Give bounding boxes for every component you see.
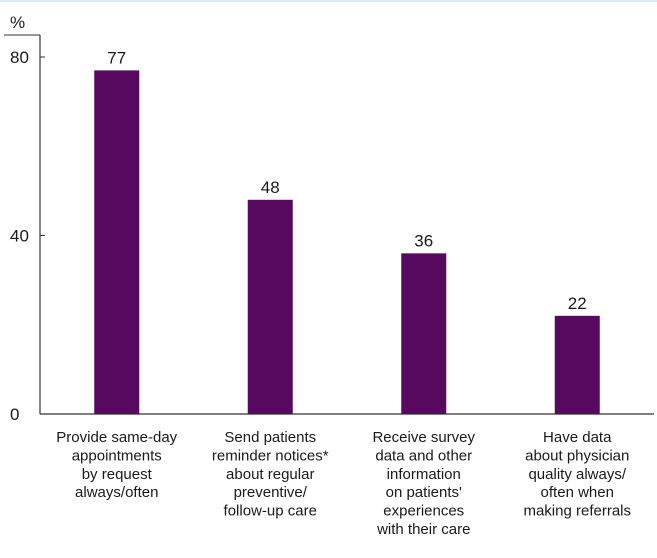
category-label-line: by request bbox=[82, 466, 153, 483]
category-label: Provide same-day appointments by request al… bbox=[56, 429, 177, 501]
category-labels: Provide same-day appointments by request al… bbox=[56, 429, 631, 538]
category-label: Receive survey data and other information o… bbox=[372, 429, 475, 538]
data-label: 36 bbox=[414, 231, 433, 250]
bar bbox=[554, 315, 600, 414]
category-label-line: data and other bbox=[375, 447, 472, 464]
category-label-line: Receive survey bbox=[372, 429, 475, 446]
category-label-line: always/often bbox=[75, 484, 158, 501]
category-label-line: experiences bbox=[383, 503, 464, 520]
y-axis-unit-label: % bbox=[10, 13, 25, 32]
category-label-line: Send patients bbox=[224, 429, 316, 446]
y-tick-label: 80 bbox=[10, 48, 29, 67]
category-label-line: information bbox=[387, 466, 461, 483]
bars bbox=[94, 70, 600, 414]
data-label: 48 bbox=[261, 178, 280, 197]
category-label-line: about regular bbox=[226, 466, 314, 483]
data-label: 77 bbox=[107, 48, 126, 67]
data-labels: 77 48 36 22 bbox=[107, 48, 586, 312]
y-tick-label: 40 bbox=[10, 227, 29, 246]
category-label-line: Provide same-day bbox=[56, 429, 177, 446]
y-axis-ticks: 0 40 80 bbox=[10, 48, 45, 424]
bar bbox=[94, 70, 140, 414]
category-label-line: often when bbox=[541, 484, 614, 501]
data-label: 22 bbox=[568, 294, 587, 313]
category-label: Send patients reminder notices* about regu… bbox=[212, 429, 329, 520]
bar bbox=[401, 253, 447, 414]
category-label-line: with their care bbox=[376, 521, 470, 538]
category-label: Have data about physician quality always/o… bbox=[523, 429, 631, 520]
category-label-line: quality always/ bbox=[528, 466, 626, 483]
category-label-line: reminder notices* bbox=[212, 447, 329, 464]
category-label-line: follow-up care bbox=[224, 503, 317, 520]
category-label-line: Have data bbox=[543, 429, 612, 446]
bar bbox=[247, 199, 293, 414]
category-label-line: about physician bbox=[525, 447, 629, 464]
category-label-line: appointments bbox=[72, 447, 162, 464]
category-label-line: preventive/ bbox=[234, 484, 308, 501]
category-label-line: on patients' bbox=[386, 484, 462, 501]
y-tick-label: 0 bbox=[10, 405, 19, 424]
category-label-line: making referrals bbox=[523, 503, 631, 520]
